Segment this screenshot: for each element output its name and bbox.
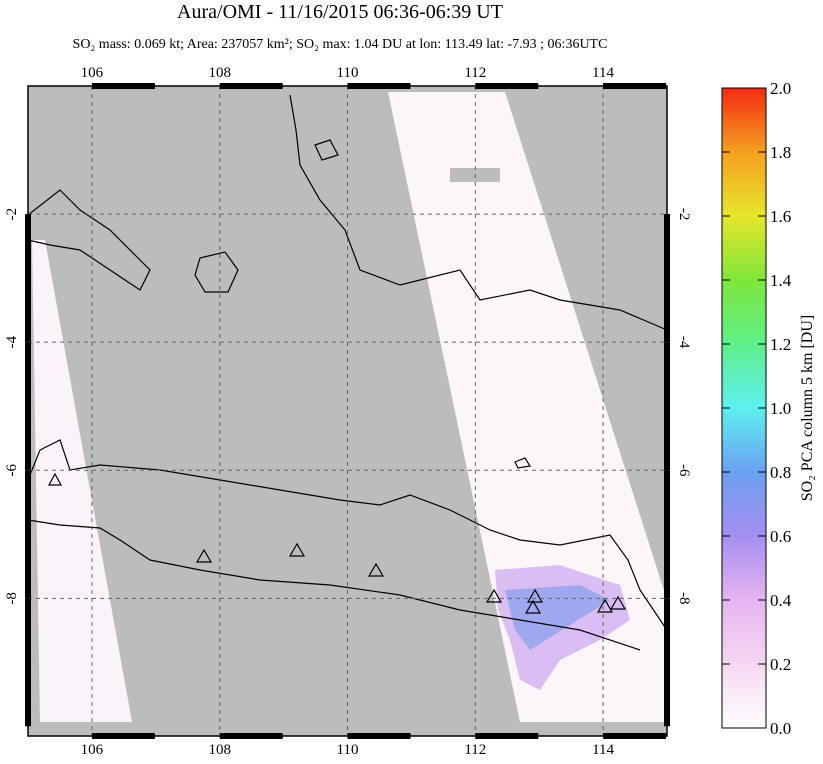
frame-band: [91, 83, 155, 89]
frame-band: [25, 214, 31, 343]
volcano: [609, 595, 627, 610]
so2-cloud: [505, 585, 610, 650]
swath: [388, 92, 667, 722]
volcano: [596, 598, 614, 613]
colorbar-tick-label: 0.2: [770, 655, 791, 674]
x-tick-label: 114: [592, 65, 614, 81]
frame-band: [475, 83, 539, 89]
y-tick-label: -4: [4, 335, 20, 348]
frame-band: [347, 733, 411, 739]
x-tick-label: 110: [337, 742, 359, 758]
x-tick-label: 112: [464, 65, 486, 81]
volcanoes: [47, 472, 627, 614]
volcano: [526, 588, 544, 603]
colorbar-tick-label: 2.0: [770, 79, 791, 98]
coastline: [314, 139, 339, 161]
frame-band: [219, 83, 283, 89]
colorbar-tick-label: 0.4: [770, 591, 792, 610]
colorbar-tick-label: 1.0: [770, 399, 791, 418]
y-tick-label: -8: [676, 592, 692, 605]
volcano: [524, 599, 542, 614]
x-tick-label: 106: [81, 65, 104, 81]
x-tick-label: 108: [208, 742, 231, 758]
subtitle: SO₂ mass: 0.069 kt; Area: 237057 km²; SO…: [73, 37, 608, 52]
colorbar-label: SO₂ PCA column 5 km [DU]: [799, 315, 816, 501]
x-tick-label: 112: [464, 742, 486, 758]
volcano: [47, 472, 63, 486]
colorbar-tick-label: 1.4: [770, 271, 792, 290]
frame-band: [91, 733, 155, 739]
y-tick-label: -6: [4, 463, 20, 476]
frame-band: [664, 342, 670, 471]
colorbar-tick-label: 1.8: [770, 143, 791, 162]
colorbar-tick-label: 1.6: [770, 207, 791, 226]
frame-band: [475, 733, 539, 739]
volcano: [195, 548, 213, 563]
colorbar-tick-label: 0.0: [770, 719, 791, 738]
map-area: [28, 86, 667, 736]
coastline: [289, 94, 667, 331]
frame-band: [25, 598, 31, 727]
frame-band: [664, 598, 670, 727]
y-tick-label: -2: [4, 208, 20, 221]
coastline: [194, 251, 239, 293]
colorbar-tick-label: 0.8: [770, 463, 791, 482]
colorbar-tick-label: 0.6: [770, 527, 791, 546]
coastline: [28, 519, 641, 651]
frame-band: [219, 733, 283, 739]
frame-band: [603, 733, 667, 739]
y-tick-label: -8: [4, 592, 20, 605]
volcano: [288, 542, 306, 557]
x-tick-label: 106: [81, 742, 104, 758]
colorbar-tick-label: 1.2: [770, 335, 791, 354]
volcano: [485, 588, 503, 603]
y-tick-label: -4: [676, 336, 692, 349]
x-tick-label: 110: [337, 65, 359, 81]
frame-band: [25, 342, 31, 471]
frame-band: [664, 470, 670, 599]
x-tick-label: 108: [208, 65, 231, 81]
coastline: [28, 189, 151, 291]
coastline: [514, 457, 531, 469]
y-tick-label: -2: [676, 208, 692, 221]
volcano: [367, 562, 385, 577]
y-tick-label: -6: [676, 464, 692, 477]
x-tick-label: 114: [592, 742, 614, 758]
frame-band: [603, 83, 667, 89]
swath: [32, 240, 132, 722]
frame-band: [664, 214, 670, 343]
frame-band: [25, 470, 31, 599]
frame-band: [347, 83, 411, 89]
title: Aura/OMI - 11/16/2015 06:36-06:39 UT: [177, 1, 503, 23]
